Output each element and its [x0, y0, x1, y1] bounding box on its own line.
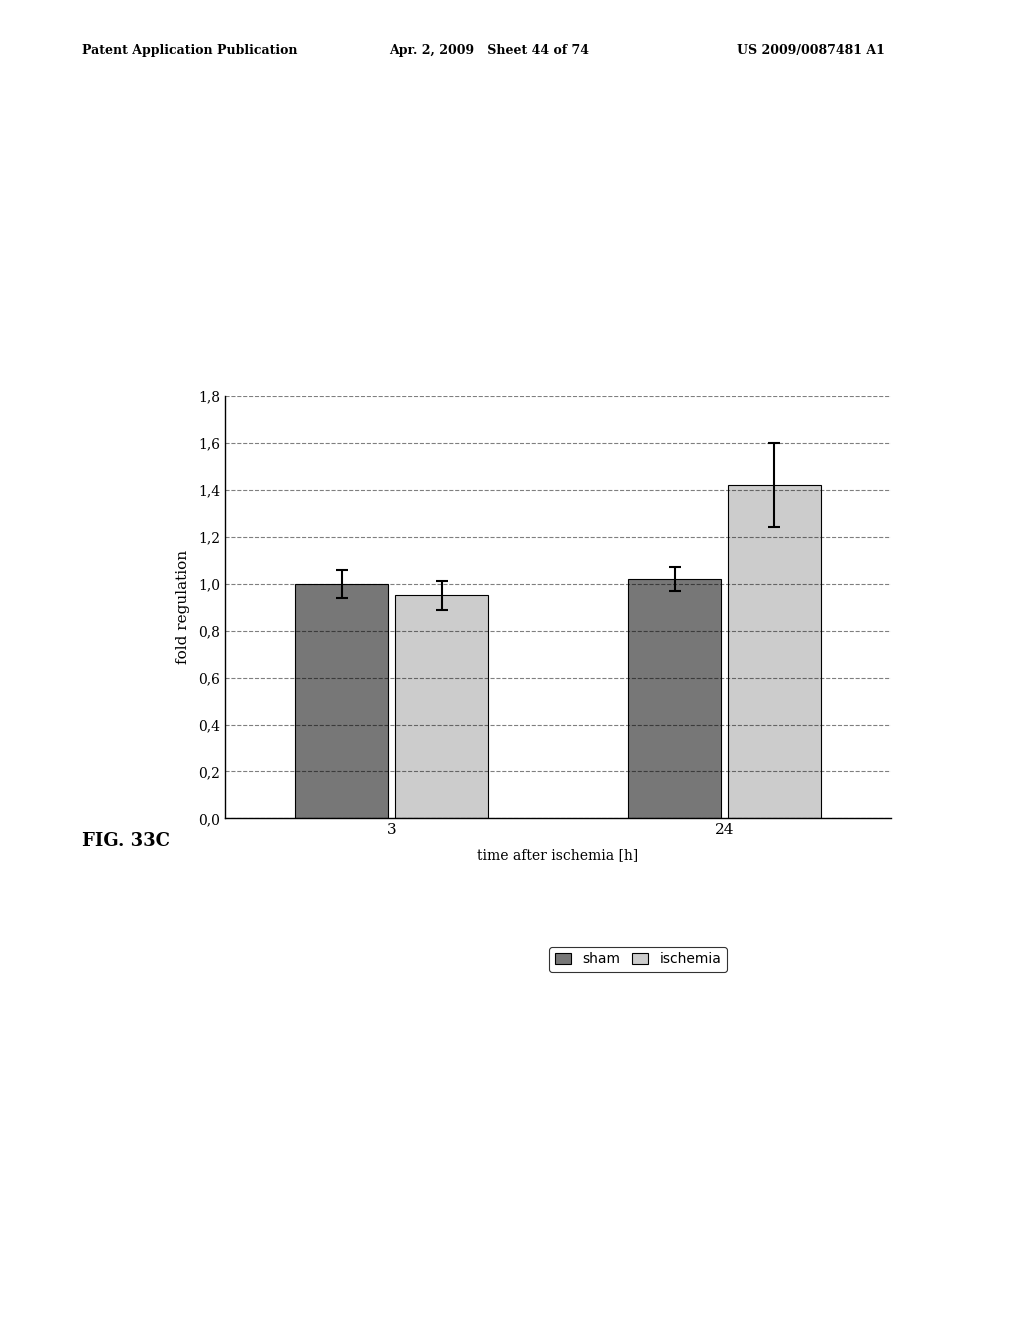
Y-axis label: fold regulation: fold regulation: [176, 550, 190, 664]
Text: Patent Application Publication: Patent Application Publication: [82, 44, 297, 57]
Bar: [295, 583, 388, 818]
Bar: [628, 579, 721, 818]
Text: FIG. 33C: FIG. 33C: [82, 832, 170, 850]
Text: US 2009/0087481 A1: US 2009/0087481 A1: [737, 44, 885, 57]
X-axis label: time after ischemia [h]: time after ischemia [h]: [477, 849, 639, 862]
Bar: [395, 595, 488, 818]
Bar: [728, 486, 821, 818]
Text: Apr. 2, 2009   Sheet 44 of 74: Apr. 2, 2009 Sheet 44 of 74: [389, 44, 589, 57]
Legend: sham, ischemia: sham, ischemia: [549, 946, 727, 972]
